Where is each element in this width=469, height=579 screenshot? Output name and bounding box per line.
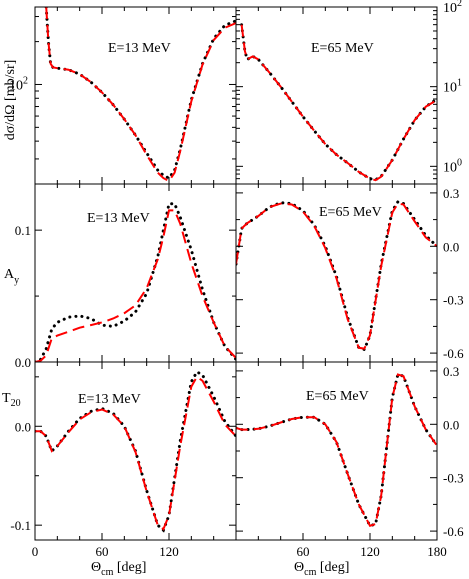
ytick-label: 0.3: [443, 364, 459, 379]
annotation-ay-13: E=13 MeV: [87, 211, 150, 226]
series-dashed-dsigma-65: [240, 24, 437, 182]
xtick-label: 120: [159, 544, 179, 559]
ytick-label: 0.0: [15, 419, 31, 434]
series-dashed-t20-13: [35, 375, 236, 531]
ytick-label: -0.3: [443, 471, 464, 486]
ylabel-ay: Ay: [4, 267, 19, 286]
ytick-label: 0.0: [15, 355, 31, 370]
ytick-label: -0.1: [10, 518, 31, 533]
panel-dsigma-13: 102: [9, 6, 237, 185]
annotation-dsigma-65: E=65 MeV: [311, 41, 374, 56]
xtick-label: 60: [96, 544, 109, 559]
annotation-ay-65: E=65 MeV: [319, 205, 382, 220]
panel-t20-65: -0.6 -0.3 0.0 0.3 60 120 180: [235, 361, 464, 559]
ylabel-dsigma: dσ/dΩ [mb/sr]: [3, 60, 18, 141]
ytick-label: -0.6: [443, 524, 464, 539]
ytick-label: -0.3: [443, 293, 464, 308]
ytick-label: 101: [443, 78, 462, 96]
annotation-dsigma-13: E=13 MeV: [108, 41, 171, 56]
frame-dsigma-13: [34, 6, 237, 185]
xtick-label: 0: [32, 544, 39, 559]
series-dashed-t20-65: [236, 373, 437, 528]
panel-dsigma-65: 100 101 102: [235, 0, 462, 185]
xlabel-left: Θcm [deg]: [91, 560, 146, 578]
ytick-label: -0.6: [443, 346, 464, 361]
series-dashed-ay-13: [35, 209, 236, 362]
ytick-label: 0.1: [15, 223, 31, 238]
xlabel-right: Θcm [deg]: [294, 560, 349, 578]
annotation-t20-13: E=13 MeV: [78, 392, 141, 407]
series-dotted-ay-13: [35, 202, 236, 362]
ytick-label: 0.0: [443, 417, 459, 432]
xtick-label: 120: [360, 544, 380, 559]
ylabel-t20: T20: [2, 391, 21, 409]
panel-ay-13: 0.0 0.1: [15, 183, 237, 370]
ytick-label: 102: [443, 0, 462, 16]
xtick-label: 60: [297, 544, 310, 559]
series-dashed-ay-65: [236, 202, 437, 350]
frame-dsigma-65: [235, 6, 438, 185]
ytick-label: 100: [443, 157, 462, 175]
annotation-t20-65: E=65 MeV: [306, 389, 369, 404]
ytick-label: 0.0: [443, 239, 459, 254]
ytick-label: 102: [9, 75, 28, 93]
panels: 1021001011020.00.1-0.6-0.30.00.3-0.10.00…: [9, 0, 464, 559]
series-dashed-dsigma-13: [45, 7, 236, 183]
xtick-label: 180: [427, 544, 447, 559]
ytick-label: 0.3: [443, 186, 459, 201]
series-dotted-dsigma-13: [44, 7, 236, 181]
